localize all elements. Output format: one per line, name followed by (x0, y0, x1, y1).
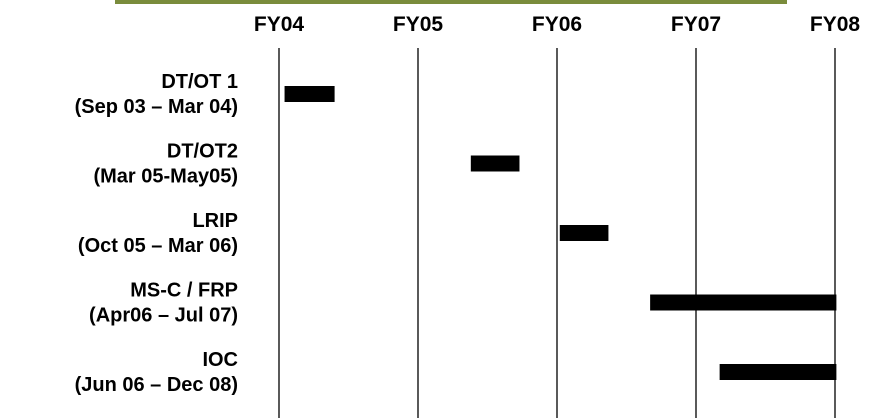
task-period-lrip: (Oct 05 – Mar 06) (78, 235, 238, 257)
tick-label-fy07: FY07 (671, 13, 721, 36)
task-period-dt-ot-1: (Sep 03 – Mar 04) (75, 96, 238, 118)
task-bar-ioc (720, 364, 837, 380)
task-labels: DT/OT 1 (Sep 03 – Mar 04) DT/OT2 (Mar 05-Ma… (75, 71, 238, 396)
task-bar-dt-ot2 (471, 156, 520, 172)
task-bars (285, 86, 837, 380)
task-name-ioc: IOC (202, 349, 238, 371)
task-name-lrip: LRIP (192, 210, 238, 232)
task-period-ioc: (Jun 06 – Dec 08) (75, 374, 238, 396)
tick-label-fy05: FY05 (393, 13, 444, 36)
task-name-dt-ot-1: DT/OT 1 (161, 71, 238, 93)
task-bar-lrip (560, 225, 609, 241)
tick-label-fy08: FY08 (810, 13, 861, 36)
task-bar-ms-c-frp (650, 295, 836, 311)
grid-lines (279, 48, 835, 418)
task-name-ms-c-frp: MS-C / FRP (130, 280, 238, 302)
tick-label-fy06: FY06 (532, 13, 582, 36)
task-name-dt-ot2: DT/OT2 (167, 141, 238, 163)
task-period-dt-ot2: (Mar 05-May05) (93, 166, 238, 188)
task-period-ms-c-frp: (Apr06 – Jul 07) (89, 305, 238, 327)
fiscal-year-ticks: FY04 FY05 FY06 FY07 FY08 (254, 13, 861, 36)
task-bar-dt-ot-1 (285, 86, 335, 102)
tick-label-fy04: FY04 (254, 13, 305, 36)
